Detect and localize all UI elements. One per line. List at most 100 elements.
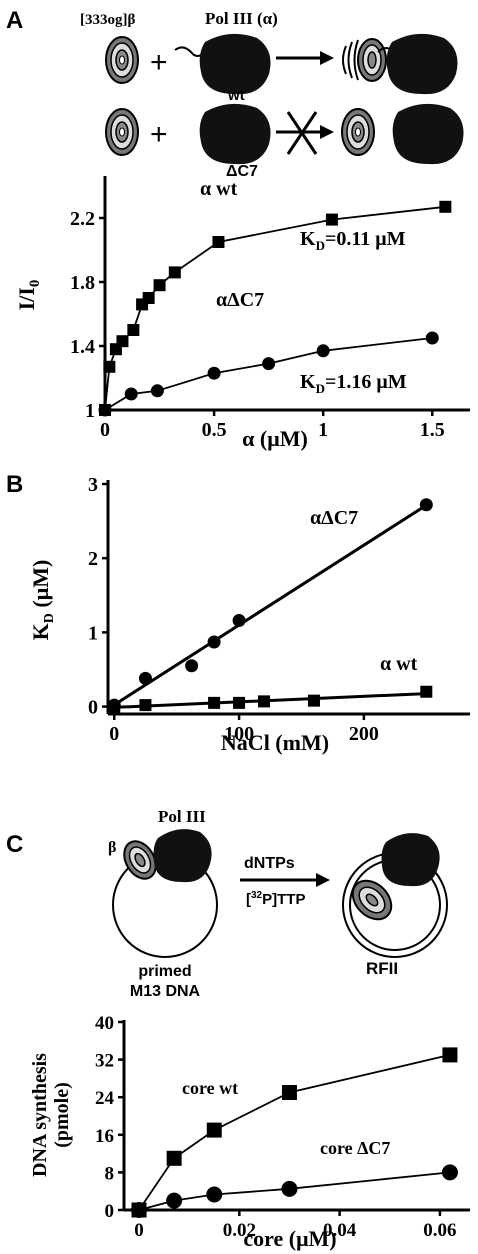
data-point-square bbox=[233, 696, 246, 709]
x-tick-label: 200 bbox=[349, 723, 379, 745]
series-line bbox=[113, 503, 428, 707]
y-tick-label: 32 bbox=[95, 1051, 114, 1072]
data-point-circle bbox=[207, 366, 221, 380]
arrow-icon bbox=[240, 873, 330, 887]
panel-letter-c: C bbox=[6, 831, 23, 858]
data-point-circle bbox=[98, 403, 112, 417]
data-point-circle bbox=[441, 1164, 458, 1181]
data-point-circle bbox=[419, 498, 433, 512]
data-point-square bbox=[420, 685, 433, 698]
data-point-circle bbox=[425, 331, 439, 345]
beta-label: β bbox=[108, 839, 116, 856]
y-tick-label: 24 bbox=[95, 1088, 115, 1109]
series-label-wt: α wt bbox=[200, 178, 238, 200]
data-point-circle bbox=[232, 614, 246, 628]
x-tick-label: 0 bbox=[134, 1220, 144, 1241]
reagent-dntps: dNTPs bbox=[244, 855, 295, 872]
arrow-icon bbox=[276, 51, 334, 65]
y-tick-label: 0 bbox=[88, 697, 98, 719]
data-point-square bbox=[142, 292, 155, 304]
series-label-wt: core wt bbox=[182, 1078, 238, 1098]
x-tick-label: 1 bbox=[318, 419, 328, 441]
data-point-square bbox=[439, 200, 452, 213]
y-tick-label: 8 bbox=[105, 1163, 115, 1184]
beta-clamp-icon bbox=[105, 36, 139, 84]
chart-b: KD (μM) NaCl (mM) αΔC7 α wt 0 100 200 0 1 2 3 bbox=[28, 474, 470, 755]
y-axis-label: I/I0 bbox=[14, 280, 43, 311]
plus-sign: + bbox=[150, 46, 168, 79]
data-point-square bbox=[258, 695, 271, 708]
data-point-square bbox=[103, 360, 116, 373]
y-axis-label: KD (μM) bbox=[28, 560, 57, 641]
data-point-circle bbox=[316, 344, 330, 358]
y-tick-label: 2.2 bbox=[70, 208, 95, 230]
data-point-circle bbox=[138, 671, 152, 685]
beta-clamp-icon bbox=[341, 108, 375, 156]
data-point-square bbox=[116, 335, 129, 348]
substrate-line-1: primed bbox=[138, 963, 191, 980]
data-point-circle bbox=[185, 659, 199, 673]
data-point-square bbox=[208, 696, 221, 709]
data-point-circle bbox=[124, 387, 138, 401]
x-tick-label: 0.04 bbox=[323, 1220, 357, 1241]
data-point-circle bbox=[150, 384, 164, 398]
y-axis-label-line-2: (pmole) bbox=[51, 1082, 73, 1148]
data-point-square bbox=[127, 324, 140, 336]
pol-iii-alpha-label: Pol III (α) bbox=[205, 9, 278, 28]
y-tick-label: 2 bbox=[88, 548, 98, 570]
chart-c: DNA synthesis (pmole) core (μM) core wt … bbox=[29, 1013, 470, 1251]
kd-label-wt: KD=0.11 μM bbox=[300, 228, 406, 253]
data-point-circle bbox=[262, 357, 276, 371]
pol-iii-mutant-icon bbox=[392, 103, 464, 165]
x-axis-label: NaCl (mM) bbox=[221, 730, 329, 755]
y-tick-label: 1 bbox=[85, 400, 95, 422]
y-tick-label: 1.4 bbox=[70, 336, 95, 358]
y-tick-label: 16 bbox=[95, 1126, 114, 1147]
y-tick-label: 3 bbox=[88, 474, 98, 496]
chart-a: I/I0 α (μM) α wt KD=0.11 μM αΔC7 KD=1.16… bbox=[14, 176, 470, 451]
beta-clamp-label: [333og]β bbox=[80, 12, 135, 28]
beta-clamp-icon bbox=[105, 108, 139, 156]
data-point-square bbox=[212, 236, 225, 248]
delta-c7-label: ΔC7 bbox=[226, 163, 258, 180]
data-point-square bbox=[442, 1047, 458, 1063]
pol-iii-mutant-icon bbox=[199, 103, 271, 165]
kd-label-mutant: KD=1.16 μM bbox=[300, 371, 407, 396]
wt-label: wt bbox=[227, 87, 245, 104]
series-line bbox=[114, 692, 427, 709]
pol-iii-label: Pol III bbox=[158, 807, 206, 826]
x-axis-label: α (μM) bbox=[242, 426, 308, 451]
x-tick-label: 0.02 bbox=[223, 1220, 256, 1241]
data-point-square bbox=[166, 1150, 182, 1166]
blocked-arrow-icon bbox=[276, 111, 334, 155]
data-point-square bbox=[206, 1122, 222, 1138]
data-point-circle bbox=[281, 1180, 298, 1197]
data-point-square bbox=[139, 699, 152, 712]
y-tick-label: 0 bbox=[105, 1201, 115, 1222]
data-point-square bbox=[153, 279, 166, 292]
x-tick-label: 0.5 bbox=[202, 419, 227, 441]
series-label-mutant: αΔC7 bbox=[310, 507, 358, 529]
data-point-circle bbox=[207, 635, 221, 649]
data-point-square bbox=[168, 266, 181, 279]
panel-letter-b: B bbox=[6, 471, 23, 498]
reagent-ttp: [32P]TTP bbox=[246, 890, 305, 908]
y-tick-label: 1.8 bbox=[70, 272, 95, 294]
data-point-circle bbox=[131, 1202, 148, 1218]
y-tick-label: 40 bbox=[95, 1013, 114, 1034]
data-point-square bbox=[108, 700, 121, 713]
data-point-square bbox=[281, 1085, 297, 1100]
x-tick-label: 0 bbox=[100, 419, 110, 441]
series-label-mutant: αΔC7 bbox=[216, 289, 264, 311]
data-point-square bbox=[307, 694, 320, 707]
x-tick-label: 100 bbox=[224, 723, 254, 745]
panel-letter-a: A bbox=[6, 7, 23, 34]
x-tick-label: 0 bbox=[109, 723, 119, 745]
series-label-mutant: core ΔC7 bbox=[320, 1138, 390, 1158]
series-label-wt: α wt bbox=[380, 653, 418, 675]
rfii-product-icon bbox=[342, 833, 448, 958]
y-axis-label-line-1: DNA synthesis bbox=[29, 1053, 51, 1177]
x-axis-label: core (μM) bbox=[243, 1226, 336, 1251]
data-point-square bbox=[325, 213, 338, 226]
